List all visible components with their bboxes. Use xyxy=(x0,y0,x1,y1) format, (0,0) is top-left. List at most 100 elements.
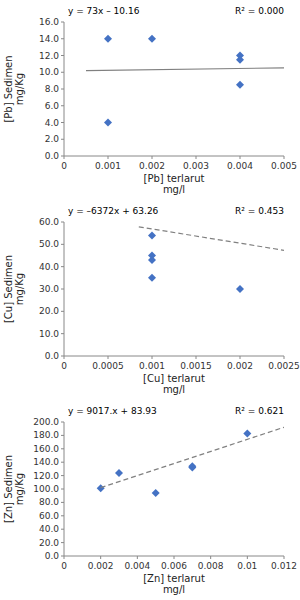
x-tick-label: 0.003 xyxy=(183,161,209,171)
y-tick xyxy=(61,38,64,39)
y-tick-label: 14.0 xyxy=(39,34,59,44)
plot-area xyxy=(86,35,284,127)
x-axis-label-line: [Cu] terlarut xyxy=(143,373,205,384)
scatter-point xyxy=(104,119,112,127)
x-tick xyxy=(240,356,241,359)
trend-line xyxy=(86,68,284,71)
x-tick xyxy=(64,356,65,359)
x-tick xyxy=(108,156,109,159)
x-tick-label: 0.002 xyxy=(88,561,114,571)
y-tick-label: 16.0 xyxy=(39,17,59,27)
x-axis-line xyxy=(64,356,284,357)
y-axis-label: [Pb] Sedimenmg/Kg xyxy=(3,55,25,122)
subplot: 0.020.040.060.080.0100.0120.0140.0160.01… xyxy=(3,406,297,595)
y-tick-label: 200.0 xyxy=(33,417,59,427)
y-tick-label: 10.0 xyxy=(39,329,59,339)
x-tick xyxy=(152,356,153,359)
x-axis-label-line: mg/l xyxy=(163,184,185,195)
x-tick xyxy=(284,556,285,559)
y-tick xyxy=(61,311,64,312)
chart-figure: 0.02.04.06.08.010.012.014.016.000.0010.0… xyxy=(0,0,300,600)
x-tick xyxy=(174,556,175,559)
y-axis-label-line: mg/Kg xyxy=(14,473,25,505)
y-tick xyxy=(61,422,64,423)
y-tick xyxy=(61,222,64,223)
y-tick-label: 0.0 xyxy=(45,551,60,561)
y-tick-label: 30.0 xyxy=(39,284,59,294)
x-tick xyxy=(247,556,248,559)
x-tick xyxy=(240,156,241,159)
x-tick xyxy=(100,556,101,559)
y-tick-label: 12.0 xyxy=(39,51,59,61)
y-axis-label-line: [Cu] Sedimen xyxy=(3,255,14,323)
y-tick-label: 6.0 xyxy=(45,101,60,111)
y-tick xyxy=(61,475,64,476)
y-tick-label: 40.0 xyxy=(39,524,59,534)
x-tick-label: 0.0015 xyxy=(180,361,212,371)
y-tick xyxy=(61,89,64,90)
scatter-point xyxy=(115,469,123,477)
x-axis-line xyxy=(64,156,284,157)
y-tick-label: 80.0 xyxy=(39,497,59,507)
y-tick xyxy=(61,22,64,23)
annotation: R² = 0.000 xyxy=(235,6,284,16)
y-tick xyxy=(61,122,64,123)
y-tick-label: 8.0 xyxy=(45,84,60,94)
y-tick xyxy=(61,502,64,503)
y-tick xyxy=(61,55,64,56)
x-tick xyxy=(152,156,153,159)
x-tick xyxy=(284,356,285,359)
y-tick xyxy=(61,462,64,463)
scatter-point xyxy=(152,489,160,497)
y-tick-label: 60.0 xyxy=(39,217,59,227)
x-axis-label: [Pb] terlarutmg/l xyxy=(144,173,205,195)
y-tick xyxy=(61,448,64,449)
annotation: y = 73x – 10.16 xyxy=(68,6,140,16)
x-axis-label-line: mg/l xyxy=(163,584,185,595)
x-tick-label: 0.002 xyxy=(139,161,165,171)
x-tick-label: 0.006 xyxy=(161,561,187,571)
y-tick xyxy=(61,72,64,73)
scatter-point xyxy=(236,56,244,64)
x-tick-label: 0.004 xyxy=(124,561,150,571)
y-axis-label-line: mg/Kg xyxy=(14,73,25,105)
annotation: R² = 0.453 xyxy=(235,206,284,216)
y-tick-label: 20.0 xyxy=(39,306,59,316)
y-tick xyxy=(61,333,64,334)
x-tick xyxy=(64,556,65,559)
scatter-point xyxy=(148,35,156,43)
x-tick-label: 0.01 xyxy=(237,561,257,571)
y-tick-label: 2.0 xyxy=(45,134,60,144)
x-axis-label: [Zn] terlarutmg/l xyxy=(143,573,205,595)
subplot: 0.02.04.06.08.010.012.014.016.000.0010.0… xyxy=(3,6,297,195)
scatter-point xyxy=(148,274,156,282)
x-tick xyxy=(196,356,197,359)
y-tick-label: 120.0 xyxy=(33,471,59,481)
x-axis-label: [Cu] terlarutmg/l xyxy=(143,373,205,395)
y-tick xyxy=(61,289,64,290)
x-tick xyxy=(137,556,138,559)
x-axis-label-line: [Zn] terlarut xyxy=(143,573,205,584)
x-tick-label: 0.0025 xyxy=(268,361,300,371)
x-tick-label: 0.001 xyxy=(95,161,121,171)
x-tick-label: 0 xyxy=(61,161,67,171)
y-tick-label: 0.0 xyxy=(45,151,60,161)
trend-line xyxy=(101,427,284,487)
x-tick xyxy=(196,156,197,159)
y-tick xyxy=(61,489,64,490)
y-tick xyxy=(61,244,64,245)
x-tick-label: 0.004 xyxy=(227,161,253,171)
y-tick-label: 50.0 xyxy=(39,239,59,249)
plot-area xyxy=(97,427,284,497)
y-tick xyxy=(61,266,64,267)
x-axis-label-line: mg/l xyxy=(163,384,185,395)
trend-line xyxy=(139,227,284,250)
y-tick-label: 160.0 xyxy=(33,444,59,454)
y-tick-label: 100.0 xyxy=(33,484,59,494)
subplot: 0.010.020.030.040.050.060.000.00050.0010… xyxy=(3,206,300,395)
y-tick xyxy=(61,542,64,543)
x-tick-label: 0.001 xyxy=(139,361,165,371)
scatter-point xyxy=(236,285,244,293)
annotation: y = 9017.x + 83.93 xyxy=(68,406,157,416)
x-tick-label: 0.002 xyxy=(227,361,253,371)
